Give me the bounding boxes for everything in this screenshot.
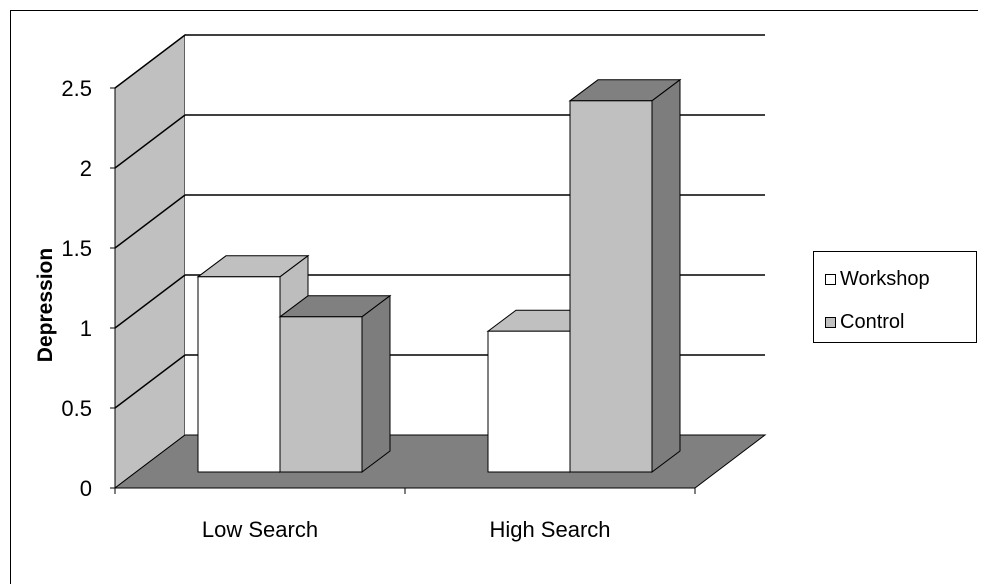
bar-front-face xyxy=(487,330,571,473)
side-wall xyxy=(114,33,186,490)
y-tick-label: 2 xyxy=(80,156,92,181)
y-tick-label: 0 xyxy=(80,476,92,501)
bar-side-face xyxy=(651,78,681,473)
legend-label-workshop: Workshop xyxy=(840,268,930,290)
y-axis-title: Depression xyxy=(34,248,57,362)
legend: Workshop Control xyxy=(813,251,977,343)
x-category-label: Low Search xyxy=(202,517,318,542)
y-tick-label: 1 xyxy=(80,316,92,341)
legend-label-control: Control xyxy=(840,311,905,333)
y-tick-label: 2.5 xyxy=(61,76,92,101)
legend-item-workshop: Workshop xyxy=(825,268,930,291)
gridline xyxy=(114,34,765,89)
bar-front-face xyxy=(569,100,653,473)
x-category-labels: Low Search High Search xyxy=(202,517,611,542)
legend-item-control: Control xyxy=(825,311,904,334)
chart-frame xyxy=(10,10,978,584)
bar-side-face xyxy=(361,294,391,473)
y-tick-labels: 0 0.5 1 1.5 2 2.5 xyxy=(61,76,92,501)
axes xyxy=(110,87,696,494)
legend-swatch-control xyxy=(825,317,836,328)
bar-control-high-search xyxy=(568,78,682,473)
x-category-label: High Search xyxy=(489,517,610,542)
y-tick-label: 1.5 xyxy=(61,236,92,261)
bars xyxy=(196,78,682,473)
bar-control-low-search xyxy=(278,294,392,473)
bar-front-face xyxy=(197,276,281,473)
bar-front-face xyxy=(279,316,363,473)
legend-swatch-workshop xyxy=(825,274,836,285)
y-tick-label: 0.5 xyxy=(61,396,92,421)
